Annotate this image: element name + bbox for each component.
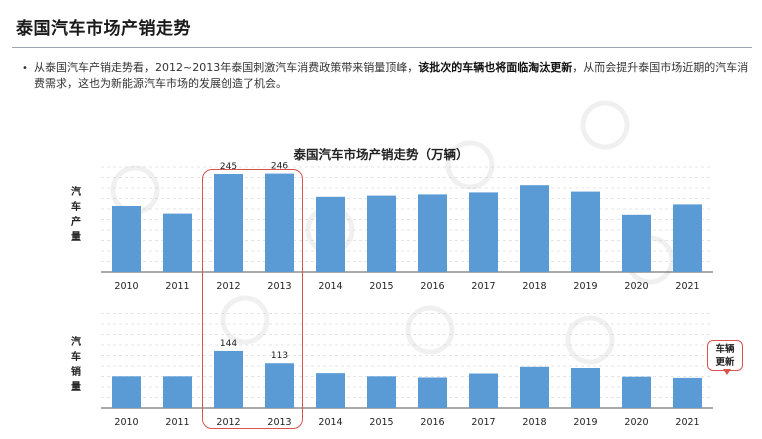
highlight-2012-2013-box [202,169,303,429]
summary-emphasis: 该批次的车辆也将面临淘汰更新 [418,61,573,74]
watermark-0 [110,165,160,215]
x-tick-label-2018: 2018 [522,417,546,428]
sales-bar-2014 [316,373,345,408]
callout-line-2: 更新 [715,357,735,368]
y-axis-label-char: 车 [71,350,81,363]
x-tick-label-2018: 2018 [522,281,546,292]
watermark-5 [220,295,270,345]
watermark-2 [445,140,495,190]
production-bar-2014 [316,196,345,272]
x-tick-label-2020: 2020 [624,417,648,428]
production-bar-2013 [265,173,294,272]
callout-line-1: 车辆 [715,344,735,355]
chart-title: 泰国汽车市场产销走势（万辆） [293,147,469,162]
x-tick-label-2016: 2016 [420,281,444,292]
sales-bar-2017 [469,373,498,408]
y-axis-label-char: 汽 [71,185,81,198]
y-axis-label-char: 车 [71,200,81,213]
sales-bar-2018 [520,366,549,408]
sales-bar-2012 [214,350,243,408]
sales-bar-2021 [673,377,702,408]
watermark-7 [565,315,615,365]
watermark-3 [580,100,630,150]
summary-part-3: ，从而会提升泰国市场近期的汽车消费需求，这也为新能源汽车市场的发展创造了机会。 [34,61,749,90]
x-tick-label-2012: 2012 [216,417,240,428]
y-axis-label-char: 汽 [71,335,81,348]
x-tick-label-2011: 2011 [165,281,189,292]
x-tick-label-2015: 2015 [369,281,393,292]
y-axis-label-char: 量 [71,230,81,243]
sales-bar-2020 [622,376,651,408]
y-axis-label-char: 量 [71,380,81,393]
x-tick-label-2017: 2017 [471,281,495,292]
production-bar-2012 [214,174,243,272]
x-tick-label-2021: 2021 [675,281,699,292]
production-bar-2019 [571,191,600,272]
x-tick-label-2010: 2010 [114,417,138,428]
y-axis-label-char: 产 [71,215,81,228]
x-tick-label-2010: 2010 [114,281,138,292]
summary-text: 从泰国汽车产销走势看，2012~2013年泰国刺激汽车消费政策带来销量顶峰，该批… [34,60,750,92]
x-tick-label-2016: 2016 [420,417,444,428]
x-tick-label-2017: 2017 [471,417,495,428]
sales-bar-2019 [571,367,600,408]
sales-bar-2011 [163,376,192,408]
x-tick-label-2019: 2019 [573,281,597,292]
x-tick-label-2011: 2011 [165,417,189,428]
data-label-2012: 245 [220,162,237,172]
sales-bar-2015 [367,376,396,408]
x-tick-label-2019: 2019 [573,417,597,428]
sales-bar-2016 [418,377,447,408]
data-label-2013: 246 [271,162,288,172]
summary-part-1: 从泰国汽车产销走势看，2012~2013年泰国刺激汽车消费政策带来销量顶峰， [34,61,419,74]
production-bar-2021 [673,204,702,272]
title-divider [12,47,752,48]
watermark-6 [405,305,455,355]
x-tick-label-2013: 2013 [267,281,291,292]
x-tick-label-2014: 2014 [318,417,342,428]
production-bar-2020 [622,214,651,272]
page-title: 泰国汽车市场产销走势 [16,19,191,39]
x-tick-label-2014: 2014 [318,281,342,292]
data-label-2013: 113 [271,351,288,361]
sales-bar-2010 [112,376,141,408]
bullet-icon: • [22,63,28,74]
x-tick-label-2015: 2015 [369,417,393,428]
production-bar-2011 [163,213,192,272]
sales-bar-2013 [265,363,294,408]
vehicle-renewal-callout: 车辆 更新 [707,340,743,371]
production-bar-2016 [418,194,447,272]
production-bar-2017 [469,192,498,272]
x-tick-label-2012: 2012 [216,281,240,292]
production-bar-2015 [367,195,396,272]
callout-pointer [723,369,731,375]
x-tick-label-2013: 2013 [267,417,291,428]
data-label-2012: 144 [220,339,237,349]
x-tick-label-2021: 2021 [675,417,699,428]
x-tick-label-2020: 2020 [624,281,648,292]
production-bar-2018 [520,185,549,272]
production-bar-2010 [112,206,141,272]
y-axis-label-char: 销 [71,365,81,378]
